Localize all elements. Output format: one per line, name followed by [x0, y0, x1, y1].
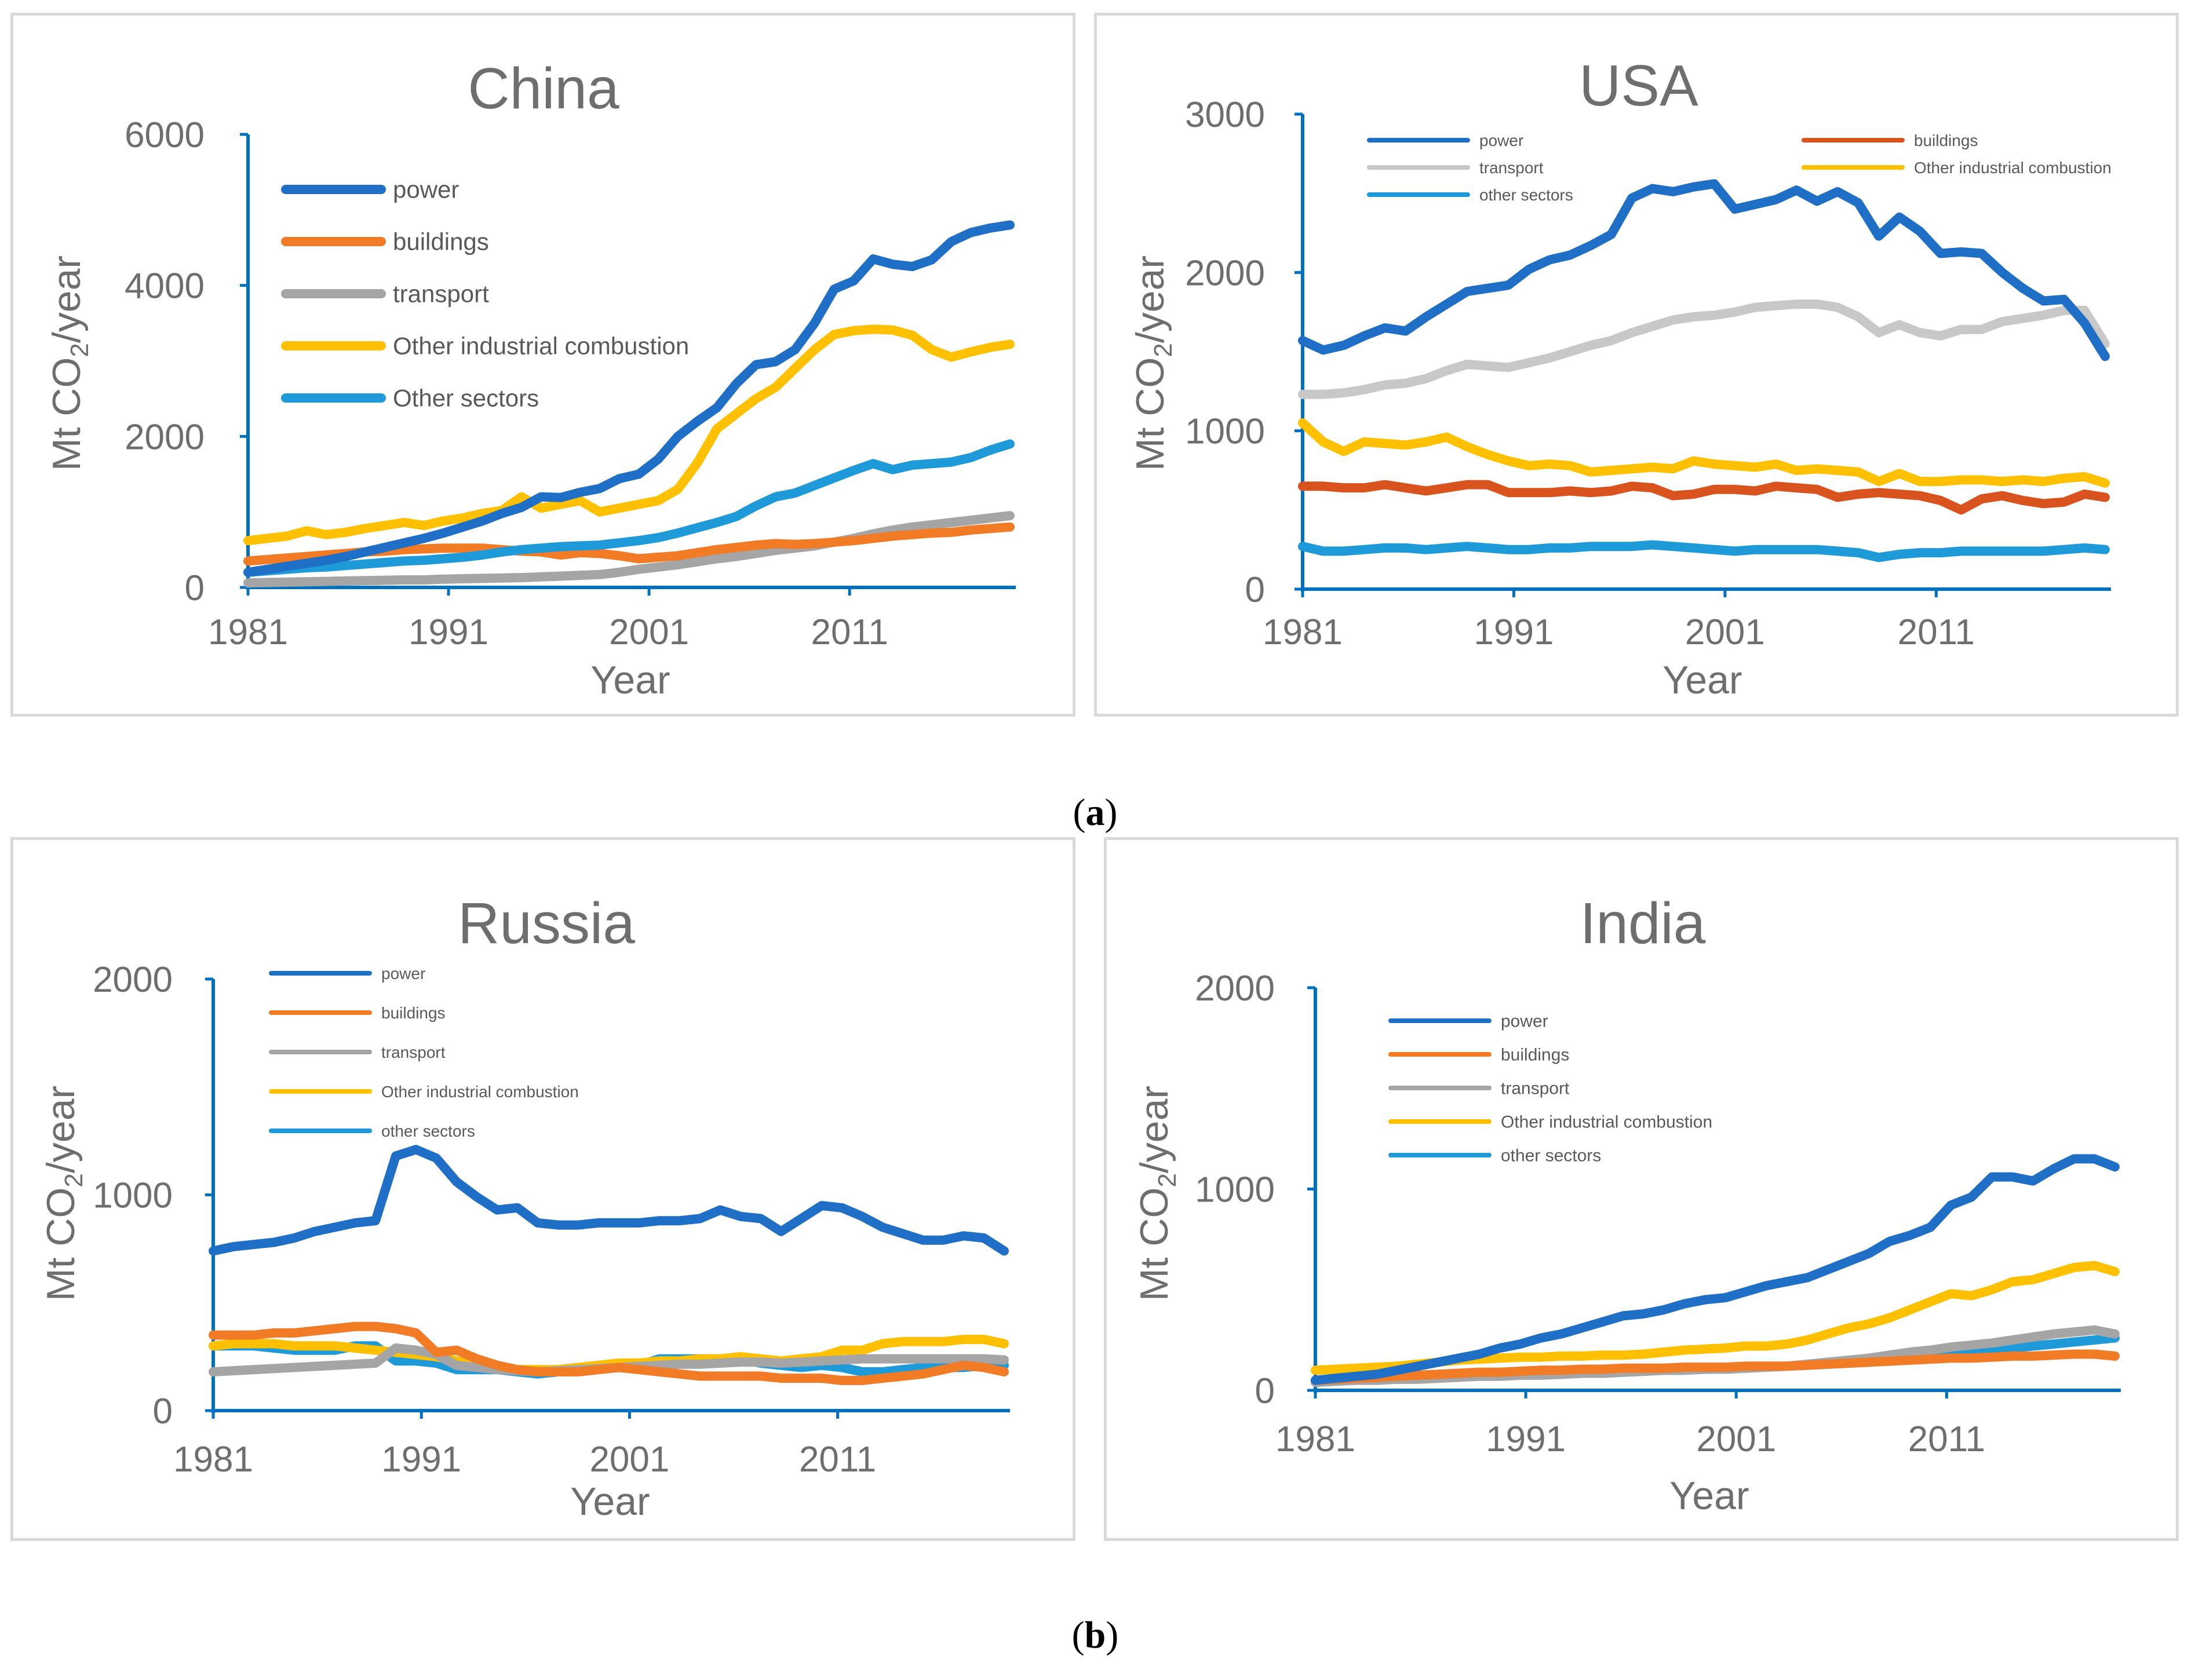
china-y-tick-label: 2000: [125, 417, 205, 457]
usa-title: USA: [1579, 53, 1698, 118]
panel-russia: Russia 0 1000 2000 1981 1991 2001 2011 Year Mt CO…: [10, 837, 1075, 1541]
china-series-other-industrial-combustion: [243, 324, 1015, 546]
usa-x-tick-label: 1981: [1263, 612, 1343, 652]
usa-legend-label-transport: transport: [1479, 159, 1544, 177]
china-y-tick-label: 0: [185, 568, 205, 608]
china-legend-label-other-industrial-combustion: Other industrial combustion: [393, 333, 689, 360]
usa-legend-label-other-sectors: other sectors: [1479, 186, 1573, 204]
panel-china: China 0 2000 4000 6000 1981 1991 2001 2011 Year Mt…: [10, 13, 1075, 717]
india-series-power: [1311, 1154, 2120, 1385]
russia-legend-label-transport: transport: [381, 1043, 446, 1061]
india-x-tick-label: 2001: [1696, 1419, 1776, 1459]
china-x-tick-label: 2001: [609, 612, 689, 652]
india-legend-label-other-industrial-combustion: Other industrial combustion: [1501, 1113, 1712, 1132]
russia-title: Russia: [458, 891, 635, 956]
russia-x-tick-label: 1981: [173, 1440, 253, 1480]
usa-legend-label-power: power: [1479, 132, 1523, 149]
china-title: China: [468, 56, 619, 121]
india-series-buildings: [1311, 1349, 2120, 1385]
china-legend-label-buildings: buildings: [393, 228, 489, 255]
usa-x-tick-label: 2011: [1898, 612, 1975, 652]
chart-china: China 0 2000 4000 6000 1981 1991 2001 2011 Year Mt…: [45, 56, 1016, 702]
chart-india: India 0 1000 2000 1981 1991 2001 2011 Year Mt CO2…: [1132, 891, 2121, 1518]
usa-y-axis-label: Mt CO2/year: [1128, 255, 1177, 471]
russia-y-tick-label: 0: [153, 1392, 173, 1431]
india-y-tick-label: 2000: [1195, 969, 1275, 1009]
india-legend-label-other-sectors: other sectors: [1501, 1146, 1601, 1166]
russia-series-buildings: [209, 1321, 1009, 1385]
caption-b: (b): [1071, 1614, 1119, 1656]
russia-y-tick-label: 2000: [93, 960, 173, 1000]
russia-y-axis-label: Mt CO2/year: [39, 1086, 88, 1301]
usa-y-tick-label: 0: [1245, 570, 1265, 610]
china-legend-label-power: power: [393, 176, 459, 203]
india-x-tick-label: 2011: [1908, 1419, 1985, 1459]
india-legend-label-power: power: [1501, 1012, 1548, 1031]
usa-series-buildings: [1298, 480, 2110, 515]
china-series-other-sectors: [243, 439, 1015, 577]
usa-series-other-sectors: [1298, 540, 2110, 563]
usa-y-tick-label: 1000: [1185, 412, 1265, 452]
china-legend-label-other-sectors: Other sectors: [393, 385, 539, 412]
india-y-tick-label: 0: [1255, 1371, 1275, 1411]
usa-x-tick-label: 2001: [1685, 612, 1765, 652]
china-x-axis-label: Year: [590, 658, 670, 702]
chart-usa: USA 0 1000 2000 3000 1981 1991 2001 2011 Year Mt C…: [1128, 53, 2112, 702]
china-x-tick-label: 1991: [409, 612, 488, 652]
china-y-axis-label: Mt CO2/year: [45, 255, 94, 471]
russia-legend-label-power: power: [381, 965, 425, 983]
india-x-tick-label: 1981: [1275, 1419, 1355, 1459]
usa-series-other-industrial-combustion: [1298, 418, 2110, 488]
usa-legend-label-buildings: buildings: [1914, 132, 1978, 149]
chart-russia: Russia 0 1000 2000 1981 1991 2001 2011 Year Mt CO…: [39, 891, 1010, 1524]
india-legend-label-transport: transport: [1501, 1079, 1570, 1098]
usa-y-tick-label: 3000: [1185, 95, 1265, 135]
india-title: India: [1580, 891, 1706, 956]
russia-y-tick-label: 1000: [93, 1176, 173, 1216]
russia-legend-label-buildings: buildings: [381, 1004, 446, 1022]
china-series-transport: [243, 511, 1015, 588]
india-y-tick-label: 1000: [1195, 1170, 1275, 1210]
usa-legend-label-other-industrial-combustion: Other industrial combustion: [1914, 159, 2112, 177]
russia-series-power: [209, 1145, 1009, 1256]
russia-x-tick-label: 2011: [799, 1440, 876, 1480]
russia-x-axis-label: Year: [570, 1480, 650, 1524]
china-legend-label-transport: transport: [393, 280, 489, 308]
china-series-power: [243, 220, 1015, 577]
usa-x-axis-label: Year: [1662, 658, 1742, 702]
china-y-tick-label: 6000: [125, 115, 205, 155]
usa-series-transport: [1298, 300, 2110, 399]
usa-x-tick-label: 1991: [1474, 612, 1554, 652]
india-x-axis-label: Year: [1669, 1474, 1749, 1518]
panel-india: India 0 1000 2000 1981 1991 2001 2011 Year Mt CO2…: [1104, 837, 2179, 1541]
panel-usa: USA 0 1000 2000 3000 1981 1991 2001 2011 Year Mt C…: [1094, 13, 2179, 717]
russia-legend-label-other-sectors: other sectors: [381, 1122, 475, 1140]
china-x-tick-label: 1981: [208, 612, 288, 652]
india-legend-label-buildings: buildings: [1501, 1046, 1569, 1065]
caption-a: (a): [1073, 791, 1118, 834]
russia-x-tick-label: 2001: [589, 1440, 669, 1480]
usa-y-tick-label: 2000: [1185, 253, 1265, 293]
russia-x-tick-label: 1991: [381, 1440, 461, 1480]
russia-legend-label-other-industrial-combustion: Other industrial combustion: [381, 1083, 579, 1101]
usa-series-power: [1298, 179, 2110, 361]
india-x-tick-label: 1991: [1486, 1419, 1566, 1459]
india-y-axis-label: Mt CO2/year: [1132, 1086, 1181, 1301]
china-y-tick-label: 4000: [125, 266, 205, 306]
china-x-tick-label: 2011: [811, 612, 888, 652]
